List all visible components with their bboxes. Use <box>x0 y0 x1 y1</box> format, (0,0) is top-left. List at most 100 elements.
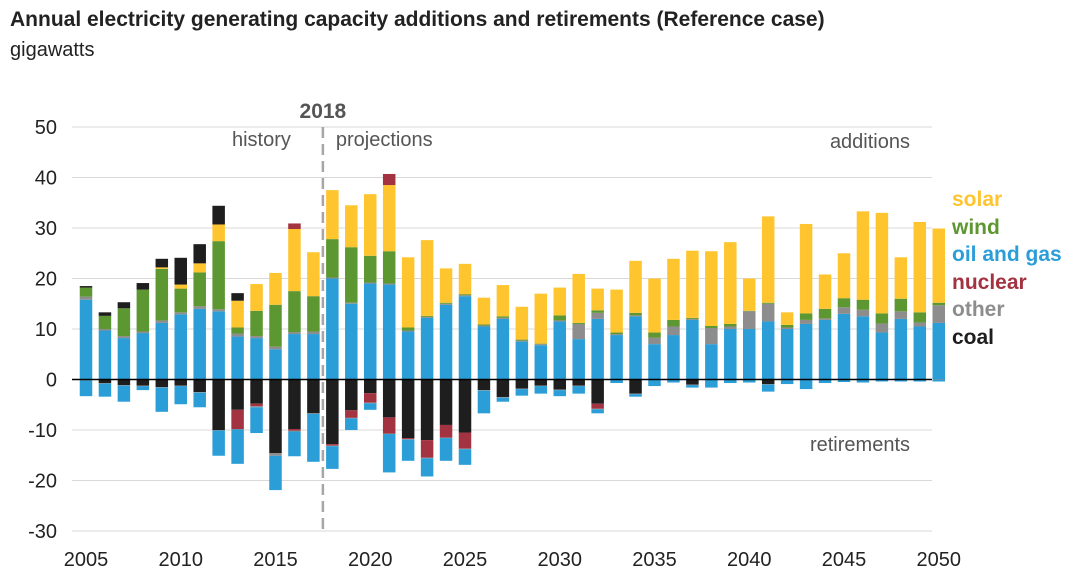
bar-wind-addition <box>572 322 585 324</box>
bar-other-retirement <box>382 433 396 435</box>
bar-other-addition <box>401 330 415 332</box>
bar-oil_and_gas-retirement <box>743 380 756 383</box>
bar-wind-addition <box>894 298 908 312</box>
bar-coal-retirement <box>212 379 225 430</box>
x-tick-label: 2035 <box>632 549 677 571</box>
bar-nuclear-retirement <box>382 417 396 434</box>
bar-solar-addition <box>894 257 908 299</box>
x-tick-label: 2045 <box>822 549 867 571</box>
bar-other-addition <box>686 318 699 320</box>
bar-other-addition <box>553 320 566 322</box>
bar-stack-2012 <box>212 205 225 456</box>
x-tick-label: 2010 <box>159 549 204 571</box>
bar-wind-addition <box>345 247 358 303</box>
marker-year-label: 2018 <box>300 100 347 123</box>
bar-oil_and_gas-addition <box>250 338 263 380</box>
bar-solar-addition <box>553 287 566 316</box>
bar-solar-addition <box>837 253 851 299</box>
bar-stack-2043 <box>799 223 813 390</box>
bar-oil_and_gas-retirement <box>932 380 945 382</box>
bar-oil_and_gas-addition <box>364 283 377 380</box>
x-tick-label: 2050 <box>917 549 962 571</box>
bar-nuclear-addition <box>382 173 396 186</box>
bar-stack-2017 <box>307 252 320 462</box>
bar-oil_and_gas-addition <box>913 326 927 380</box>
x-tick-label: 2020 <box>348 549 393 571</box>
bar-oil_and_gas-addition <box>307 334 320 380</box>
bar-oil_and_gas-retirement <box>193 392 206 408</box>
bar-coal-retirement <box>572 379 585 386</box>
bar-other-addition <box>648 337 661 345</box>
bar-wind-addition <box>307 296 320 332</box>
bar-oil_and_gas-addition <box>269 349 282 380</box>
bar-stack-2024 <box>439 268 453 461</box>
bar-stack-2031 <box>572 273 585 394</box>
bar-solar-addition <box>572 273 585 323</box>
bar-solar-addition <box>345 205 358 248</box>
bar-other-retirement <box>761 384 775 385</box>
bar-oil_and_gas-addition <box>212 311 225 380</box>
bar-other-retirement <box>629 393 642 395</box>
bar-other-addition <box>610 334 623 336</box>
bar-other-addition <box>856 309 870 317</box>
bar-other-retirement <box>572 385 585 387</box>
bar-wind-addition <box>364 255 377 283</box>
bar-oil_and_gas-addition <box>458 296 472 380</box>
bar-wind-addition <box>875 313 889 324</box>
bar-other-retirement <box>155 387 169 388</box>
bar-wind-addition <box>515 339 529 341</box>
bar-other-retirement <box>477 390 491 391</box>
bar-stack-2045 <box>837 253 851 383</box>
bar-coal-retirement <box>174 379 187 386</box>
bar-oil_and_gas-retirement <box>761 384 775 392</box>
bar-wind-addition <box>117 308 131 337</box>
bar-stack-2033 <box>610 289 623 384</box>
bar-oil_and_gas-addition <box>686 319 699 380</box>
bar-other-addition <box>117 336 131 339</box>
bar-wind-addition <box>155 268 169 321</box>
bar-stack-2047 <box>875 212 889 382</box>
bar-oil_and_gas-retirement <box>780 380 794 385</box>
bar-other-addition <box>439 303 453 305</box>
bar-nuclear-retirement <box>420 440 434 458</box>
bar-other-addition <box>288 332 301 335</box>
bar-coal-retirement <box>401 379 415 439</box>
bar-coal-retirement <box>591 379 604 404</box>
bar-solar-addition <box>799 223 813 314</box>
bar-oil_and_gas-retirement <box>894 380 908 382</box>
bar-wind-addition <box>837 298 851 308</box>
bar-coal-retirement <box>136 379 150 386</box>
bar-stack-2030 <box>553 287 566 397</box>
bar-solar-addition <box>515 306 529 340</box>
bar-oil_and_gas-addition <box>553 321 566 380</box>
bar-oil_and_gas-addition <box>667 335 680 380</box>
bar-other-addition <box>515 340 529 342</box>
bar-wind-addition <box>269 304 282 347</box>
bar-other-retirement <box>591 408 604 410</box>
bar-wind-addition <box>288 291 301 333</box>
bar-oil_and_gas-addition <box>837 313 851 380</box>
bar-wind-addition <box>98 315 112 329</box>
bar-solar-addition <box>155 267 169 269</box>
bar-coal-addition <box>174 257 187 285</box>
bar-oil_and_gas-addition <box>875 332 889 380</box>
bar-solar-addition <box>439 268 453 303</box>
bar-coal-addition <box>117 302 131 309</box>
bar-coal-addition <box>231 293 244 301</box>
bar-nuclear-retirement <box>591 403 604 409</box>
y-tick-label: -20 <box>28 471 57 493</box>
bar-coal-retirement <box>382 379 396 418</box>
bar-oil_and_gas-retirement <box>288 431 301 457</box>
bar-oil_and_gas-retirement <box>724 380 737 384</box>
bar-wind-addition <box>913 312 927 323</box>
x-tick-label: 2005 <box>64 549 109 571</box>
bar-coal-addition <box>193 244 206 264</box>
legend-item-oil-and-gas: oil and gas <box>952 243 1062 266</box>
bar-stack-2006 <box>98 312 112 397</box>
bar-other-addition <box>837 307 851 314</box>
bar-other-retirement <box>307 413 320 414</box>
bar-wind-addition <box>648 332 661 338</box>
bar-oil_and_gas-retirement <box>856 380 870 383</box>
bar-other-retirement <box>117 385 131 386</box>
bar-oil_and_gas-retirement <box>345 418 358 430</box>
